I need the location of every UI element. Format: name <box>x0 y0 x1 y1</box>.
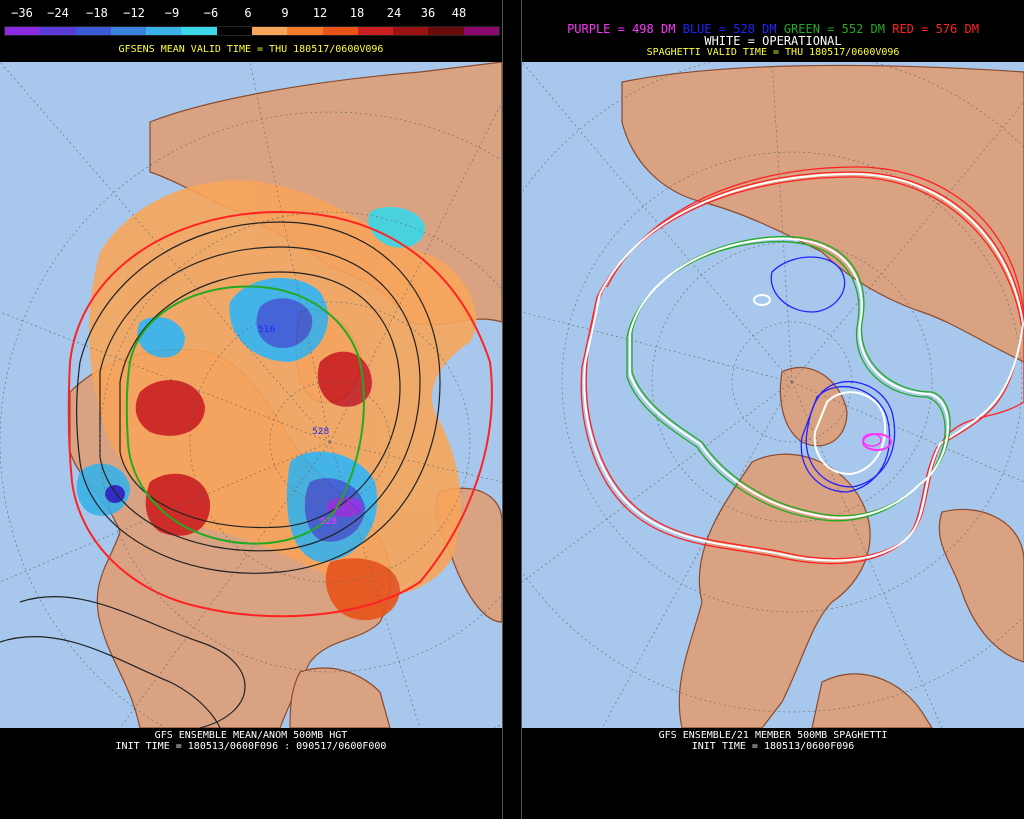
colorbar-swatch <box>287 27 323 35</box>
legend-purple: PURPLE = 498 DM <box>567 22 676 36</box>
colorbar-swatch <box>40 27 76 35</box>
legend-blue: BLUE = 528 DM <box>682 22 777 36</box>
green-552-contour <box>125 285 365 545</box>
colorbar-swatch <box>110 27 147 35</box>
colorbar-swatch <box>357 27 394 35</box>
left-footer-title: GFS ENSEMBLE MEAN/ANOM 500MB HGT <box>154 730 348 741</box>
white-operational-498 <box>753 294 771 306</box>
height-contour <box>0 636 221 728</box>
colorbar-labels: −36 −24 −18 −12 −9 −6 6 9 12 18 24 36 48 <box>4 6 498 20</box>
colorbar-label: 36 <box>420 6 436 20</box>
landmasses <box>621 64 1024 728</box>
south-america-land <box>811 673 933 728</box>
purple-498-spaghetti <box>862 433 882 447</box>
south-america-land <box>289 667 391 728</box>
colorbar-swatches <box>4 26 500 36</box>
negative-anomaly-east-siberia <box>137 317 185 358</box>
colorbar-swatch <box>463 27 499 35</box>
spaghetti-contours <box>580 166 1024 565</box>
ensemble-mean-anomaly-map: 516 528 528 <box>0 62 502 728</box>
colorbar-label: 6 <box>244 6 252 20</box>
colorbar-swatch <box>75 27 111 35</box>
left-valid-time-title: GFSENS MEAN VALID TIME = THU 180517/0600… <box>118 44 384 55</box>
white-operational-552 <box>629 237 950 519</box>
positive-anomaly-core-pacific <box>145 473 211 536</box>
negative-anomaly-arctic <box>368 207 425 248</box>
colorbar-swatch <box>393 27 429 35</box>
contour-label: 528 <box>312 427 329 437</box>
negative-anomaly-core-siberia <box>256 298 313 348</box>
negative-anomaly-core-purple <box>327 497 363 517</box>
red-576-spaghetti <box>585 171 1024 560</box>
contour-label: 516 <box>258 325 275 335</box>
eurasia-land <box>621 64 1024 363</box>
red-576-contour <box>67 210 493 618</box>
colorbar-swatch <box>322 27 358 35</box>
green-552-spaghetti <box>631 235 951 517</box>
anomaly-map-canvas: 516 528 528 <box>0 62 502 728</box>
purple-498-spaghetti <box>862 433 892 451</box>
graticule <box>0 62 502 728</box>
colorbar-label: 9 <box>281 6 289 20</box>
blue-528-spaghetti <box>770 256 846 313</box>
legend-red: RED = 576 DM <box>892 22 979 36</box>
right-footer-init-time: INIT TIME = 180513/0600F096 <box>691 741 855 752</box>
colorbar-swatch <box>146 27 182 35</box>
colorbar-label: −24 <box>47 6 69 20</box>
colorbar-label: 12 <box>312 6 328 20</box>
colorbar-swatch <box>181 27 217 35</box>
colorbar-swatch <box>251 27 288 35</box>
left-panel: −36 −24 −18 −12 −9 −6 6 9 12 18 24 36 48… <box>0 0 502 819</box>
anomaly-colorbar: −36 −24 −18 −12 −9 −6 6 9 12 18 24 36 48 <box>4 6 500 36</box>
north-america-land <box>678 453 871 728</box>
colorbar-label: −12 <box>123 6 145 20</box>
colorbar-label: 24 <box>386 6 402 20</box>
height-contours <box>0 221 441 728</box>
height-contour <box>119 271 401 529</box>
legend-white: WHITE = OPERATIONAL <box>704 34 842 48</box>
colorbar-swatch <box>428 27 464 35</box>
right-footer-title: GFS ENSEMBLE/21 MEMBER 500MB SPAGHETTI <box>658 730 888 741</box>
positive-anomaly-core-west <box>135 380 205 436</box>
blue-528-spaghetti <box>800 385 891 493</box>
white-operational-528 <box>813 391 887 476</box>
separator-line <box>502 0 503 819</box>
panel-separator <box>502 0 522 819</box>
green-552-spaghetti <box>626 240 946 522</box>
blue-528-spaghetti <box>805 380 896 488</box>
height-contour <box>19 595 246 728</box>
height-contour <box>99 246 421 552</box>
legend-green: GREEN = 552 DM <box>783 22 885 36</box>
separator-line <box>521 0 522 819</box>
colorbar-label: −6 <box>203 6 219 20</box>
colorbar-label: −9 <box>164 6 180 20</box>
spaghetti-map-canvas <box>522 62 1024 728</box>
contour-label: 528 <box>320 517 337 527</box>
colorbar-label: 48 <box>451 6 467 20</box>
right-valid-time-title: SPAGHETTI VALID TIME = THU 180517/0600V0… <box>646 47 900 58</box>
positive-anomaly-core-europe <box>317 351 372 407</box>
colorbar-swatch <box>216 27 252 35</box>
colorbar-label: −18 <box>86 6 108 20</box>
africa-land <box>938 508 1024 663</box>
anomaly-shading <box>76 180 477 621</box>
right-panel: PURPLE = 498 DM BLUE = 528 DM GREEN = 55… <box>522 0 1024 819</box>
height-contour <box>76 221 441 574</box>
colorbar-swatch <box>5 27 41 35</box>
spaghetti-map <box>522 62 1024 728</box>
left-footer-init-time: INIT TIME = 180513/0600F096 : 090517/060… <box>115 741 387 752</box>
red-576-spaghetti <box>606 166 1024 318</box>
red-576-spaghetti <box>580 176 1023 565</box>
colorbar-label: −36 <box>11 6 33 20</box>
white-operational-576 <box>583 172 1024 562</box>
colorbar-label: 18 <box>349 6 365 20</box>
contour-legend: PURPLE = 498 DM BLUE = 528 DM GREEN = 55… <box>522 23 1024 36</box>
